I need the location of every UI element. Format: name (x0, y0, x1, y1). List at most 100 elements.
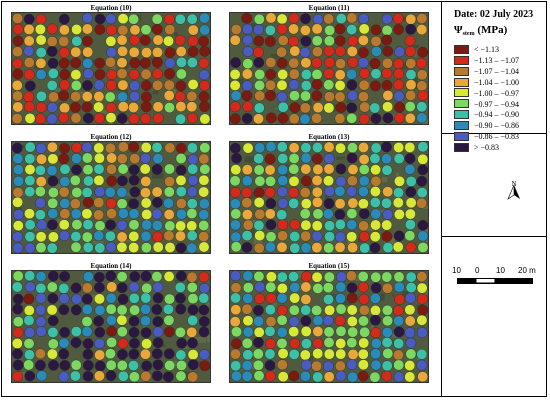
tree-crown (393, 23, 404, 35)
tree-crown (370, 282, 382, 294)
terrain-patch (109, 64, 116, 71)
tree-crown (253, 305, 264, 316)
tree-crown (71, 164, 82, 176)
legend-label: −1.00 – −0.97 (474, 88, 520, 98)
tree-crown (140, 80, 152, 91)
tree-crown (47, 142, 58, 153)
tree-crown (116, 231, 128, 243)
tree-crown (393, 142, 405, 153)
tree-crown (35, 69, 47, 80)
tree-crown (253, 35, 265, 47)
tree-crown (116, 282, 128, 294)
tree-crown (335, 219, 346, 230)
tree-crown (358, 293, 370, 305)
tree-crown (404, 219, 416, 231)
tree-crown (347, 349, 359, 360)
tree-crown (370, 35, 382, 47)
tree-crown (346, 219, 358, 231)
terrain-patch (271, 302, 277, 307)
tree-crown (164, 24, 176, 36)
tree-crown (186, 90, 198, 102)
tree-crown (300, 294, 312, 305)
tree-crown (23, 293, 35, 305)
tree-crown (322, 360, 334, 372)
tree-crown (24, 370, 36, 382)
tree-crown (163, 371, 174, 382)
tree-crown (357, 370, 369, 382)
terrain-patch (152, 91, 159, 95)
tree-crown (128, 292, 140, 304)
tree-crown (334, 35, 346, 47)
tree-crown (405, 69, 417, 80)
tree-crown (198, 241, 210, 253)
tree-crown (13, 175, 24, 187)
tree-crown (35, 326, 47, 337)
tree-crown (94, 370, 105, 382)
tree-crown (71, 187, 83, 198)
tree-crown (162, 303, 174, 315)
tree-crown (174, 326, 186, 338)
terrain-patch (67, 365, 74, 369)
tree-crown (105, 359, 117, 371)
tree-crown (59, 208, 71, 220)
tree-crown (312, 208, 324, 220)
tree-crown (186, 186, 198, 198)
tree-crown (323, 326, 335, 338)
tree-crown (381, 34, 393, 46)
tree-crown (288, 349, 300, 360)
tree-crown (46, 281, 58, 293)
tree-crown (12, 35, 24, 47)
tree-crown (358, 175, 370, 187)
legend-swatch (454, 110, 469, 120)
tree-crown (198, 198, 210, 210)
tree-crown (163, 314, 175, 326)
tree-crown (24, 208, 35, 220)
tree-crown (35, 57, 47, 69)
tree-crown (253, 153, 265, 165)
tree-crown (358, 220, 370, 232)
tree-crown (289, 90, 300, 102)
tree-crown (164, 102, 175, 114)
tree-crown (24, 271, 36, 282)
tree-crown (276, 338, 288, 349)
tree-crown (382, 209, 394, 220)
tree-crown (358, 304, 370, 316)
tree-crown (116, 34, 128, 46)
terrain-patch (399, 63, 408, 70)
tree-crown (300, 242, 312, 253)
tree-crown (253, 220, 265, 231)
tree-crown (163, 230, 175, 242)
tree-crown (141, 219, 153, 231)
tree-crown (382, 90, 394, 101)
tree-crown (58, 36, 70, 47)
tree-crown (70, 359, 82, 371)
tree-crown (417, 304, 428, 316)
tree-crown (324, 24, 336, 36)
tree-crown (187, 359, 199, 371)
tree-crown (129, 337, 140, 349)
tree-crown (187, 174, 199, 186)
tree-crown (24, 164, 36, 175)
tree-crown (35, 359, 46, 371)
tree-crown (335, 325, 347, 337)
tree-crown (187, 293, 199, 305)
tree-crown (253, 337, 264, 348)
tree-crown (299, 47, 311, 58)
tree-crown (94, 112, 105, 124)
terrain-patch (65, 28, 76, 31)
tree-crown (164, 163, 175, 175)
tree-crown (70, 282, 82, 294)
tree-crown (151, 164, 163, 175)
tree-crown (93, 142, 105, 154)
tree-crown (230, 101, 241, 113)
tree-crown (116, 68, 128, 79)
tree-crown (254, 142, 266, 154)
tree-crown (253, 326, 265, 338)
tree-crown (265, 241, 276, 253)
tree-crown (70, 57, 82, 69)
tree-crown (335, 293, 346, 304)
tree-crown (198, 174, 210, 186)
tree-crown (334, 113, 346, 124)
tree-crown (151, 271, 163, 282)
tree-crown (334, 231, 346, 243)
